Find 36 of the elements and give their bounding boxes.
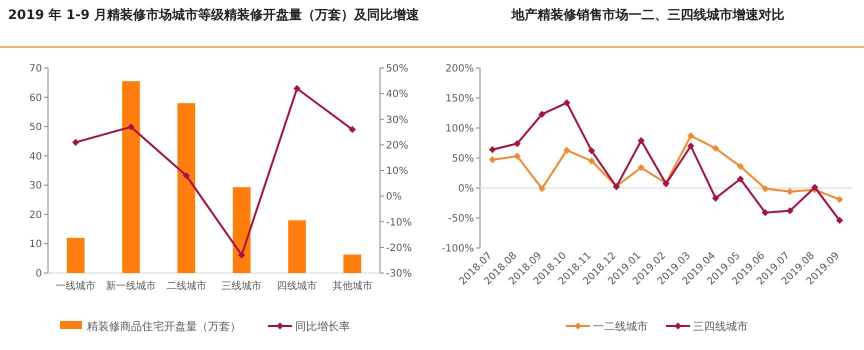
y-tick-label: -50% (448, 214, 474, 224)
y-tick-label: 100% (445, 124, 474, 134)
y2-tick-label: -10% (386, 217, 412, 228)
y-tick-label: 40 (29, 151, 42, 162)
y2-tick-label: 40% (386, 89, 408, 100)
y2-tick-label: 20% (386, 140, 408, 152)
y2-tick-label: 0% (386, 192, 402, 203)
y-tick-label: 0 (36, 268, 42, 280)
y2-tick-label: -20% (386, 242, 412, 254)
y2-tick-label: 50% (386, 64, 408, 74)
y-tick-label: 60 (29, 92, 42, 104)
legend-label: 一二线城市 (593, 320, 648, 333)
x-tick-label: 四线城市 (277, 280, 317, 292)
y-tick-label: 30 (29, 180, 42, 192)
chart-title: 地产精装修销售市场一二、三四线城市增速对比 (432, 0, 864, 48)
chart-title: 2019 年 1-9 月精装修市场城市等级精装修开盘量（万套）及同比增速 (0, 0, 432, 48)
x-tick-label: 一线城市 (56, 280, 96, 292)
x-tick-label: 其他城市 (332, 280, 372, 292)
y2-tick-label: -30% (386, 268, 412, 280)
y2-tick-label: 30% (386, 114, 408, 126)
y-tick-label: 10 (29, 239, 42, 250)
y-tick-label: -100% (442, 244, 474, 254)
y-tick-label: 0% (458, 184, 474, 194)
y-tick-label: 50% (452, 154, 474, 164)
x-tick-label: 三线城市 (222, 280, 262, 292)
legend-label: 同比增长率 (295, 320, 350, 333)
y-tick-label: 20 (29, 210, 42, 221)
y-tick-label: 150% (445, 94, 474, 104)
y2-tick-label: 10% (386, 166, 408, 177)
y-tick-label: 200% (445, 64, 474, 74)
x-tick-label: 新一线城市 (106, 280, 156, 292)
y-tick-label: 70 (29, 64, 42, 74)
y-tick-label: 50 (29, 122, 42, 134)
x-tick-label: 二线城市 (166, 280, 206, 292)
legend-label: 精装修商品住宅开盘量（万套） (87, 320, 241, 333)
legend-label: 三四线城市 (693, 320, 748, 333)
